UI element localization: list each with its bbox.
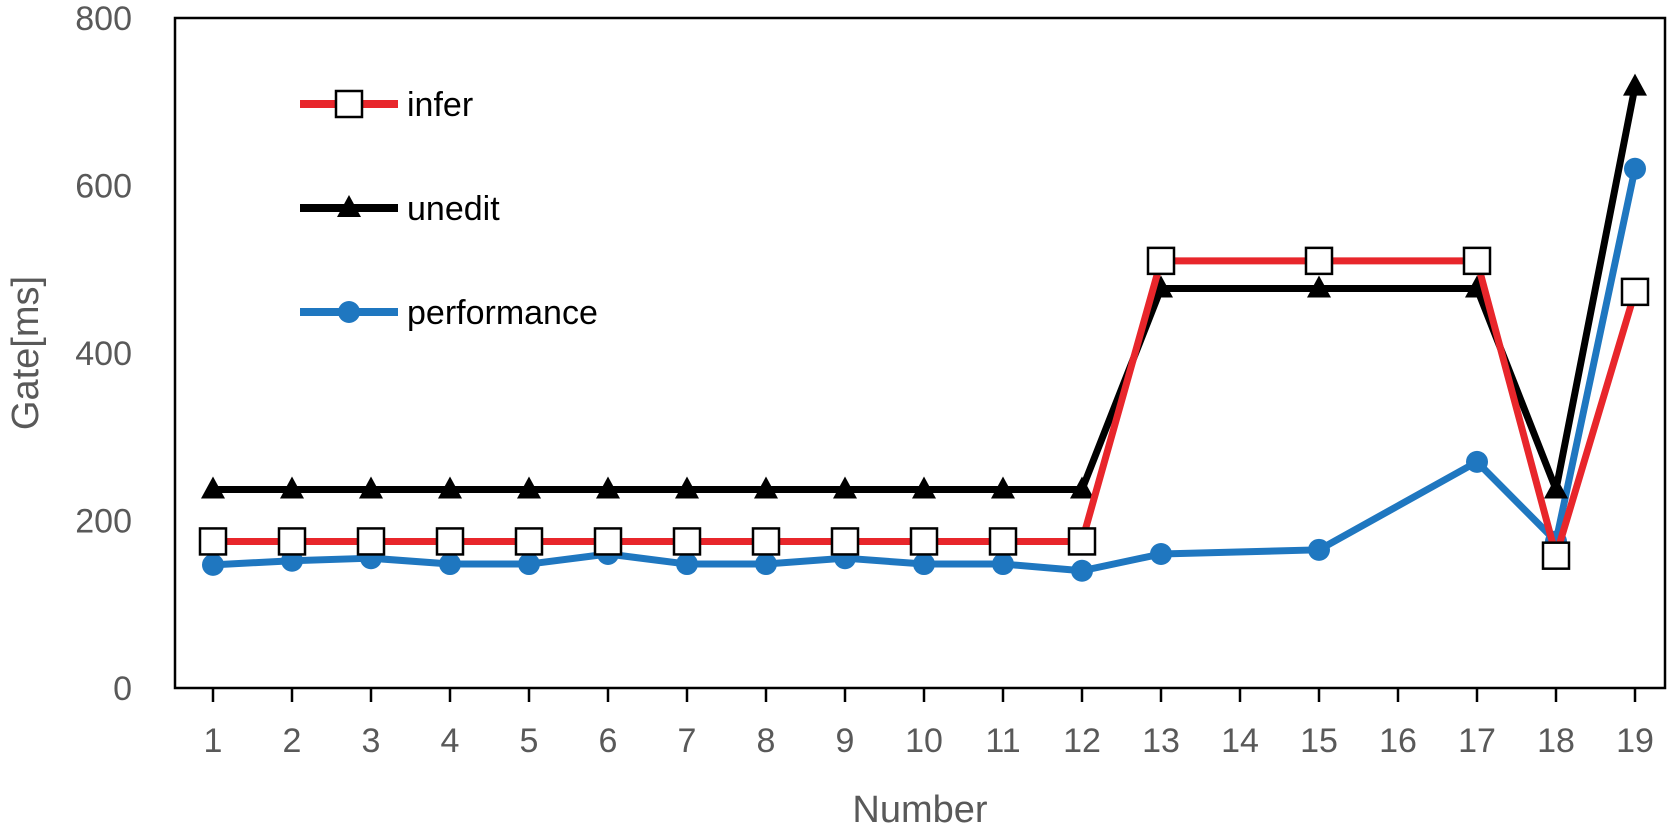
x-tick-label: 5 — [520, 722, 539, 760]
series-performance-point — [1150, 543, 1172, 565]
series-performance-point — [1466, 450, 1488, 473]
series-unedit-point — [517, 476, 541, 499]
series-unedit-point — [438, 476, 462, 499]
series-infer-point — [1146, 246, 1176, 276]
x-tick-label: 4 — [441, 722, 460, 760]
series-infer-point — [1462, 246, 1492, 276]
y-axis-title: Gate[ms] — [5, 276, 47, 430]
series-layer — [198, 73, 1650, 582]
series-performance-line — [209, 165, 1639, 575]
series-infer-point — [1304, 246, 1334, 276]
series-infer-point — [1541, 541, 1571, 570]
series-unedit-point — [596, 476, 620, 499]
series-unedit-point — [754, 476, 778, 499]
series-unedit-point — [1070, 476, 1094, 499]
series-unedit-point — [280, 476, 304, 499]
x-tick-label: 12 — [1063, 722, 1101, 760]
series-infer-point — [672, 527, 702, 556]
y-tick-label: 600 — [75, 168, 132, 206]
y-tick-label: 0 — [113, 670, 132, 708]
series-performance-point — [202, 553, 224, 576]
series-infer-point — [1620, 277, 1650, 307]
x-tick-label: 1 — [204, 722, 223, 760]
x-tick-label: 16 — [1379, 722, 1417, 760]
x-axis-ticks: 1 2 3 4 5 6 7 8 9 10 11 12 13 14 15 16 17 18 19 — [204, 688, 1654, 760]
x-tick-label: 19 — [1616, 722, 1654, 760]
x-tick-label: 8 — [757, 722, 776, 760]
series-infer-point — [514, 527, 544, 556]
series-performance-point — [755, 553, 777, 576]
x-tick-label: 9 — [836, 722, 855, 760]
series-performance-point — [992, 553, 1014, 576]
y-tick-label: 200 — [75, 503, 132, 541]
series-unedit-point — [912, 476, 936, 499]
legend-marker-infer — [334, 89, 364, 119]
x-tick-label: 2 — [283, 722, 302, 760]
series-infer-point — [198, 527, 228, 556]
x-tick-label: 3 — [362, 722, 381, 760]
series-unedit-line — [209, 83, 1639, 494]
series-unedit-point — [675, 476, 699, 499]
x-tick-label: 11 — [985, 722, 1020, 760]
series-performance-point — [913, 553, 935, 576]
x-tick-label: 6 — [599, 722, 618, 760]
x-tick-label: 10 — [905, 722, 943, 760]
plot-area-frame — [173, 16, 1667, 690]
series-infer-point — [988, 527, 1018, 556]
series-performance-point — [1071, 559, 1093, 582]
x-tick-label: 7 — [678, 722, 697, 760]
series-infer-point — [356, 527, 386, 556]
series-infer-point — [593, 527, 623, 556]
series-unedit-point — [833, 476, 857, 499]
y-tick-label: 800 — [75, 0, 132, 38]
series-unedit-point — [1307, 275, 1331, 298]
legend-label-performance: performance — [407, 294, 598, 332]
y-tick-label: 400 — [75, 335, 132, 373]
series-unedit-point — [991, 476, 1015, 499]
x-tick-label: 14 — [1221, 722, 1259, 760]
series-unedit-point — [201, 476, 225, 499]
series-performance-point — [676, 553, 698, 576]
series-infer-point — [751, 527, 781, 556]
series-unedit-point — [1544, 476, 1568, 499]
legend-marker-performance — [338, 301, 360, 323]
legend-label-unedit: unedit — [407, 190, 500, 228]
series-performance-point — [439, 553, 461, 576]
x-axis-title: Number — [852, 789, 987, 831]
series-performance-point — [1308, 538, 1330, 561]
series-unedit-point — [359, 476, 383, 499]
x-tick-label: 15 — [1300, 722, 1338, 760]
series-unedit-point — [1623, 73, 1647, 96]
series-infer-point — [1067, 527, 1097, 556]
legend-marker-unedit — [337, 195, 361, 217]
series-infer-point — [277, 527, 307, 556]
y-axis-ticks: 0 200 400 600 800 — [75, 0, 132, 708]
series-infer-point — [909, 527, 939, 556]
series-performance-point — [1624, 157, 1646, 180]
x-tick-label: 17 — [1458, 722, 1496, 760]
series-performance-point — [518, 553, 540, 576]
x-tick-label: 18 — [1537, 722, 1575, 760]
x-tick-label: 13 — [1142, 722, 1180, 760]
series-infer-point — [830, 527, 860, 556]
series-infer-point — [435, 527, 465, 556]
legend: infer unedit performance — [300, 86, 598, 332]
legend-label-infer: infer — [407, 86, 473, 124]
